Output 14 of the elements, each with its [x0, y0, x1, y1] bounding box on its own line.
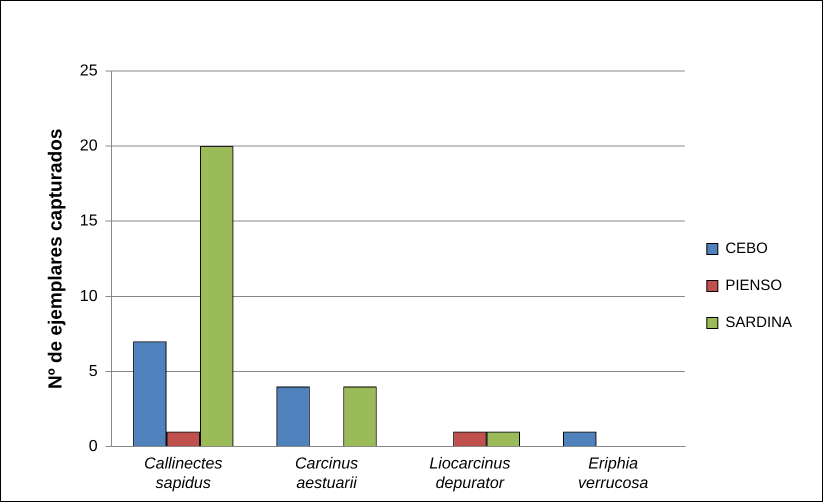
y-axis-title: Nº de ejemplares capturados [46, 128, 67, 389]
legend-label: CEBO [725, 240, 768, 258]
x-tick-label: Liocarcinus depurator [429, 456, 510, 492]
y-tick-label: 20 [80, 138, 98, 155]
legend-label: SARDINA [725, 314, 792, 332]
x-tick-label: Eriphia verrucosa [578, 456, 648, 492]
y-tick-label: 15 [80, 212, 98, 230]
y-tick-label: 0 [88, 438, 98, 456]
y-tick-label: 5 [88, 362, 98, 380]
y-tick-label: 10 [80, 288, 98, 305]
y-tick-label: 25 [80, 62, 98, 80]
legend-label: PIENSO [725, 277, 782, 294]
x-tick-label: Callinectes sapidus [144, 456, 222, 492]
x-tick-label: Carcinus aestuarii [294, 456, 358, 492]
